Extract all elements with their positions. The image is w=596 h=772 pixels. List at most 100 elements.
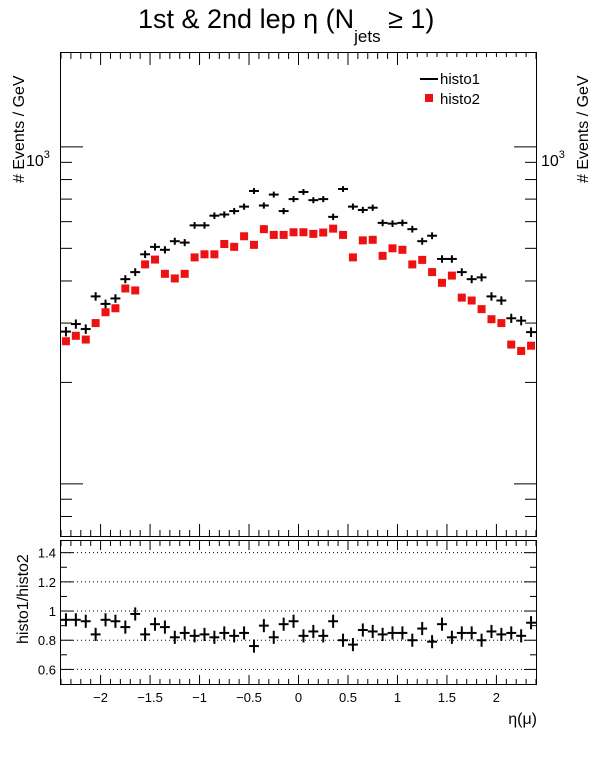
ratio-point	[150, 617, 160, 631]
histo2-point	[160, 269, 169, 278]
histo1-point	[110, 294, 121, 303]
ratio-point	[159, 620, 170, 634]
ratio-point	[278, 617, 289, 631]
ratio-point	[496, 627, 507, 641]
lower-plot-frame	[60, 540, 537, 685]
ratio-point	[100, 613, 111, 627]
histo2-point	[467, 296, 476, 305]
legend-label-histo2: histo2	[440, 91, 480, 108]
ratio-point	[318, 629, 329, 643]
histo1-point	[239, 203, 250, 210]
histo2-point	[230, 242, 239, 251]
histo2-point	[259, 225, 268, 234]
ratio-point	[338, 633, 348, 647]
histo1-point	[70, 319, 81, 329]
histo2-point	[91, 319, 100, 328]
histo2-point	[170, 274, 179, 283]
ratio-point	[229, 629, 240, 643]
histo1-point	[249, 188, 259, 194]
histo1-point	[258, 202, 269, 209]
histo2-point	[309, 229, 318, 238]
x-tick-label: 1.5	[438, 690, 456, 705]
histo2-point	[279, 230, 288, 239]
histo2-point	[428, 268, 437, 277]
histo2-point	[348, 253, 357, 262]
histo1-point	[130, 268, 141, 277]
ratio-point	[189, 629, 200, 643]
lower-x-ticks: −2 −1.5 −1 −0.5 0 0.5 1 1.5 2	[60, 541, 537, 705]
legend-marker-histo2	[425, 94, 433, 102]
lower-y-ticks: 0.6 0.8 1 1.2 1.4	[38, 546, 536, 677]
histo1-point	[100, 299, 111, 309]
ratio-point	[446, 630, 457, 644]
histo1-point	[199, 222, 210, 229]
ratio-point	[209, 630, 220, 644]
chart-title: 1st & 2nd lep η (Njets ≥ 1)	[138, 4, 434, 46]
histo2-point	[210, 250, 219, 259]
x-tick-label: 2	[493, 690, 500, 705]
histo1-point	[377, 219, 388, 227]
histo2-point	[61, 337, 70, 346]
histo2-point	[437, 278, 446, 287]
ratio-point	[70, 613, 81, 627]
ratio-point	[417, 621, 428, 636]
histo2-point	[180, 269, 189, 278]
histo1-point	[328, 213, 339, 221]
histo1-point	[496, 296, 507, 305]
lower-y-axis-label: histo1/histo2	[15, 554, 32, 644]
ratio-point	[397, 626, 408, 640]
histo1-point	[318, 196, 329, 203]
upper-x-ticks	[60, 53, 537, 536]
histo2-point	[240, 232, 249, 241]
histo2-point	[487, 315, 496, 324]
x-tick-label: 0.5	[339, 690, 357, 705]
upper-plot-frame	[60, 52, 537, 537]
histo2-point	[388, 244, 397, 253]
histo2-point	[329, 224, 338, 233]
upper-y-axis-label-right: # Events / GeV	[575, 75, 592, 183]
histo1-point	[159, 246, 170, 254]
histo1-point	[506, 313, 517, 323]
lower-grid	[61, 552, 536, 670]
ratio-point	[120, 620, 131, 634]
histo2-point	[289, 228, 298, 237]
histo1-point	[308, 197, 319, 204]
histo2-point	[131, 286, 140, 295]
lower-y-tick-label: 1	[49, 604, 56, 619]
histo2-point	[190, 253, 199, 262]
ratio-point	[526, 616, 536, 630]
histo1-point	[140, 250, 151, 259]
ratio-point	[427, 635, 438, 649]
ratio-point	[357, 623, 368, 637]
ratio-point	[387, 626, 398, 640]
histo1-point	[150, 243, 160, 251]
histo1-point	[278, 207, 289, 215]
ratio-point	[516, 629, 527, 643]
ratio-point	[90, 627, 101, 641]
ratio-point	[407, 633, 418, 647]
histo2-point	[299, 228, 308, 237]
ratio-point	[249, 639, 259, 653]
x-tick-label: −2	[93, 690, 108, 705]
histo2-point	[81, 335, 90, 344]
histo1-point	[61, 326, 71, 337]
x-tick-label: 1	[394, 690, 401, 705]
ratio-point	[476, 633, 487, 647]
histo2-point	[358, 236, 367, 245]
histo2-point	[71, 331, 80, 340]
histo2-point	[319, 228, 328, 237]
histo1-point	[347, 203, 358, 210]
histo2-point	[497, 319, 506, 328]
upper-y-axis-label: # Events / GeV	[11, 75, 28, 183]
histo2-point	[111, 304, 120, 313]
histo2-point	[457, 293, 466, 302]
ratio-point	[328, 614, 339, 628]
histo1-point	[427, 232, 438, 240]
lower-y-tick-label: 0.8	[38, 633, 56, 648]
upper-y-ticks	[61, 146, 536, 517]
histo1-point	[120, 275, 131, 284]
lower-y-tick-label: 1.2	[38, 575, 56, 590]
y-tick-label-1000-right: 103	[541, 149, 565, 170]
lower-series-ratio	[61, 607, 536, 653]
ratio-point	[506, 626, 517, 640]
